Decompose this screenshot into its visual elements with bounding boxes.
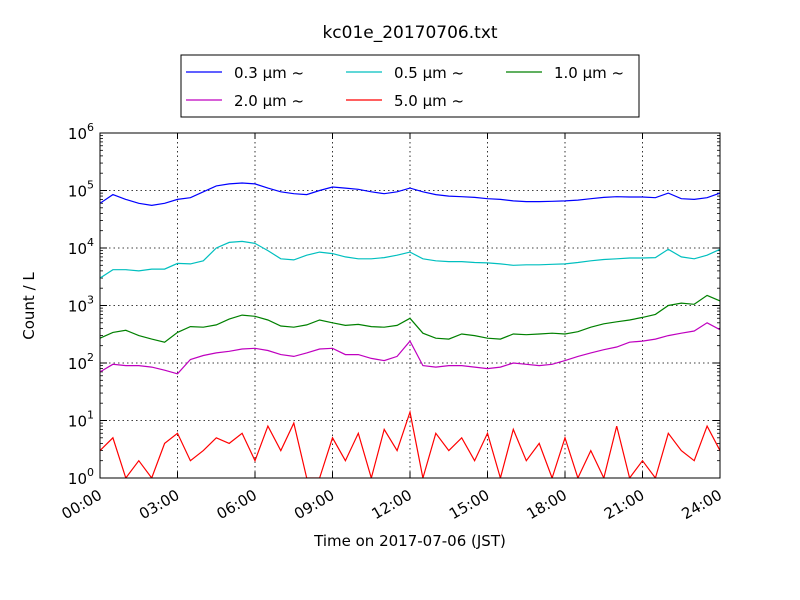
legend-box — [180, 54, 640, 118]
x-tick-label: 06:00 — [214, 486, 260, 523]
x-tick-label: 09:00 — [291, 486, 337, 523]
plot-area: 00:00 03:00 06:00 09:00 12:00 15:00 18:00 21:00… — [59, 121, 725, 523]
series-line-3 — [100, 322, 720, 375]
x-tick-label: 00:00 — [59, 486, 105, 523]
y-tick-label: 106 — [68, 121, 94, 143]
x-tick-label: 12:00 — [369, 486, 415, 523]
x-tick-label: 18:00 — [524, 486, 570, 523]
chart-title: kc01e_20170706.txt — [322, 23, 497, 43]
y-tick-label: 104 — [68, 236, 94, 258]
x-tick-label: 15:00 — [446, 486, 492, 523]
legend-label: 2.0 µm ~ — [234, 92, 304, 110]
legend-label: 0.5 µm ~ — [394, 64, 464, 82]
series-line-1 — [100, 240, 720, 279]
y-tick-label: 103 — [68, 294, 94, 316]
series-line-0 — [100, 182, 720, 207]
x-axis-label: Time on 2017-07-06 (JST) — [313, 532, 506, 550]
legend: 0.3 µm ~ 0.5 µm ~ 1.0 µm ~ 2.0 µm ~ 5.0 µm ~ — [180, 54, 640, 118]
x-tick-label: 03:00 — [136, 486, 182, 523]
y-tick-label: 102 — [68, 351, 94, 373]
series-line-4 — [100, 409, 720, 478]
legend-label: 5.0 µm ~ — [394, 92, 464, 110]
legend-label: 1.0 µm ~ — [554, 64, 624, 82]
y-tick-label: 105 — [68, 179, 94, 201]
y-tick-label: 101 — [68, 409, 94, 431]
y-tick-label: 100 — [68, 466, 94, 488]
legend-label: 0.3 µm ~ — [234, 64, 304, 82]
y-axis-label: Count / L — [20, 272, 38, 340]
series-line-2 — [100, 294, 720, 343]
axes-frame — [99, 132, 721, 479]
x-tick-label: 21:00 — [601, 486, 647, 523]
x-tick-label: 24:00 — [679, 486, 725, 523]
